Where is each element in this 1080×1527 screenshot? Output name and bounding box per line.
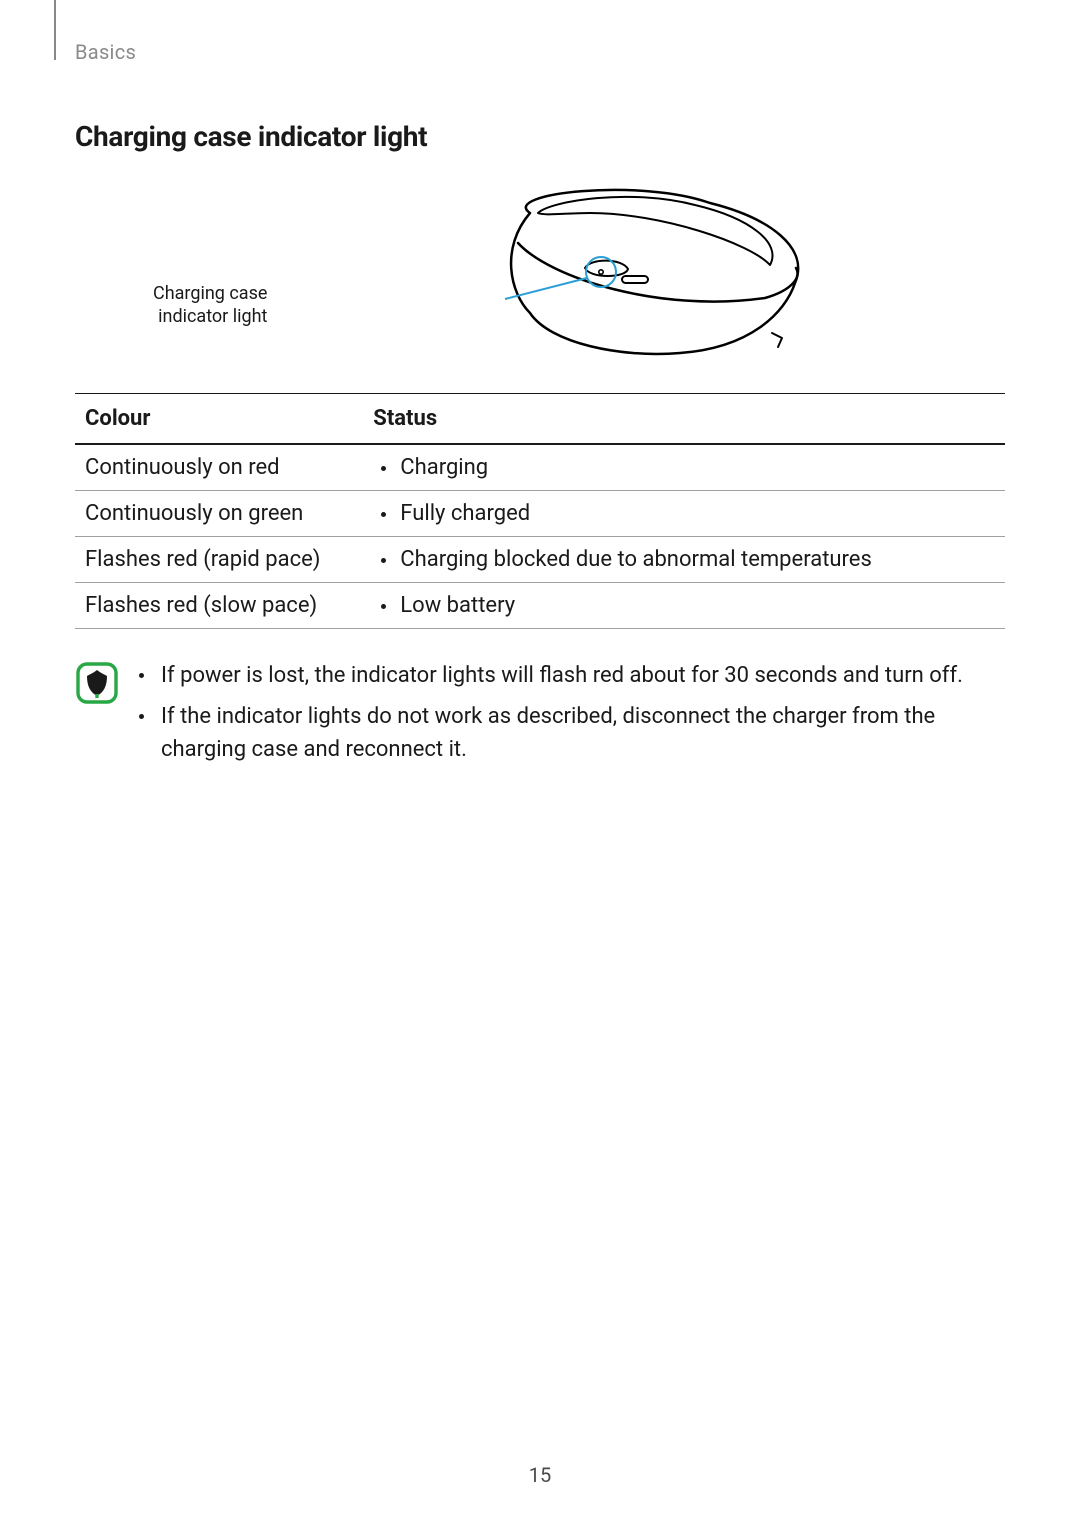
table-cell-status: Low battery	[363, 583, 1005, 629]
note-block: If power is lost, the indicator lights w…	[75, 659, 1005, 774]
indicator-status-table: Colour Status Continuously on red Chargi…	[75, 393, 1005, 629]
table-cell-colour: Flashes red (rapid pace)	[75, 537, 363, 583]
note-icon	[75, 661, 119, 709]
status-text: Charging blocked due to abnormal tempera…	[400, 547, 872, 572]
charging-case-svg	[230, 183, 850, 363]
table-row: Flashes red (rapid pace) Charging blocke…	[75, 537, 1005, 583]
bullet-icon	[381, 512, 386, 517]
charging-case-diagram: Charging case indicator light	[75, 183, 1005, 363]
table-cell-colour: Continuously on green	[75, 491, 363, 537]
note-list: If power is lost, the indicator lights w…	[137, 659, 1005, 774]
diagram-callout-label: Charging case indicator light	[153, 283, 267, 328]
status-text: Fully charged	[400, 501, 530, 526]
table-header-colour: Colour	[75, 394, 363, 445]
diagram-label-line1: Charging case	[153, 283, 267, 304]
table-cell-status: Charging	[363, 444, 1005, 491]
header-divider	[54, 0, 56, 60]
table-header-row: Colour Status	[75, 394, 1005, 445]
section-title: Charging case indicator light	[75, 120, 1005, 153]
page-number: 15	[0, 1463, 1080, 1487]
status-text: Charging	[400, 455, 488, 480]
status-text: Low battery	[400, 593, 515, 618]
diagram-label-line2: indicator light	[158, 306, 267, 327]
table-row: Flashes red (slow pace) Low battery	[75, 583, 1005, 629]
page-container: Basics Charging case indicator light	[0, 0, 1080, 804]
breadcrumb: Basics	[75, 40, 1005, 64]
note-item: If power is lost, the indicator lights w…	[137, 659, 1005, 692]
table-cell-status: Fully charged	[363, 491, 1005, 537]
bullet-icon	[381, 604, 386, 609]
table-cell-colour: Continuously on red	[75, 444, 363, 491]
bullet-icon	[381, 466, 386, 471]
table-cell-colour: Flashes red (slow pace)	[75, 583, 363, 629]
table-header-status: Status	[363, 394, 1005, 445]
table-cell-status: Charging blocked due to abnormal tempera…	[363, 537, 1005, 583]
table-row: Continuously on red Charging	[75, 444, 1005, 491]
note-item: If the indicator lights do not work as d…	[137, 700, 1005, 766]
bullet-icon	[381, 558, 386, 563]
table-row: Continuously on green Fully charged	[75, 491, 1005, 537]
